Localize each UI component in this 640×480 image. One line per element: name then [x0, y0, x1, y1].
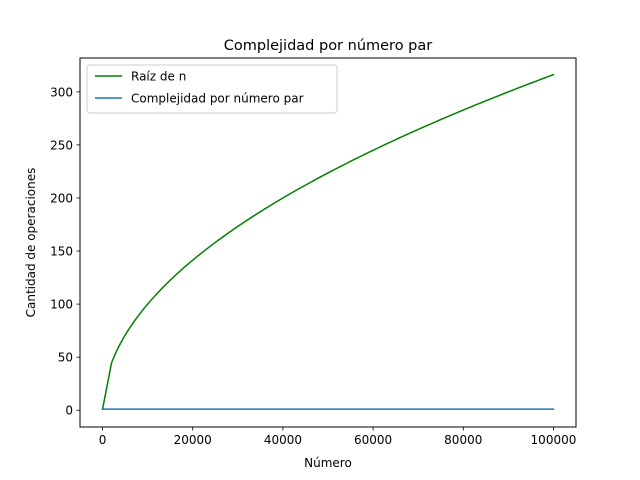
axes-frame	[79, 57, 577, 428]
x-axis-ticks: 0 20000 40000 60000 80000 100000	[99, 427, 577, 447]
chart-title: Complejidad por número par	[224, 38, 433, 54]
x-tick-label: 80000	[444, 433, 482, 447]
x-tick-label: 0	[99, 433, 107, 447]
x-tick-label: 40000	[264, 433, 302, 447]
legend-box	[86, 64, 338, 114]
y-tick-label: 200	[50, 191, 73, 205]
y-tick-label: 300	[50, 85, 73, 99]
y-tick-label: 100	[50, 298, 73, 312]
y-tick-label: 50	[58, 351, 73, 365]
x-tick-label: 60000	[354, 433, 392, 447]
legend: Raíz de n Complejidad por número par	[86, 64, 338, 114]
y-tick-label: 250	[50, 138, 73, 152]
legend-label-sqrt: Raíz de n	[131, 70, 186, 84]
x-axis-label: Número	[304, 456, 352, 470]
x-tick-label: 100000	[531, 433, 577, 447]
legend-label-complexity: Complejidad por número par	[131, 92, 304, 106]
y-axis-label: Cantidad de operaciones	[24, 168, 38, 318]
y-axis-ticks: 0 50 100 150 200 250 300	[50, 85, 80, 418]
plot-lines	[101, 73, 555, 411]
y-tick-label: 0	[65, 404, 73, 418]
series-line-0	[101, 73, 555, 411]
y-tick-label: 150	[50, 245, 73, 259]
x-tick-label: 20000	[174, 433, 212, 447]
